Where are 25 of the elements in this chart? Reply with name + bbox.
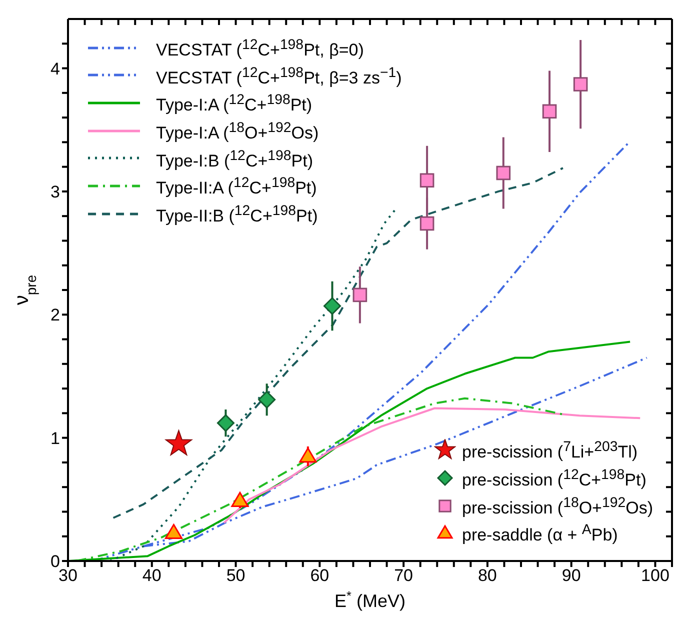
legend-label: Type-II:A ($^{12}$C+$^{198}$Pt)	[156, 174, 317, 200]
x-tick-label: 40	[142, 566, 162, 586]
x-tick-label: 30	[58, 566, 78, 586]
x-tick-label: 60	[310, 566, 330, 586]
legend-label: pre-scission ($^{18}$O+$^{192}$Os)	[462, 494, 653, 520]
x-tick-label: 50	[226, 566, 246, 586]
y-tick-label: 4	[50, 59, 60, 78]
x-axis-title: E$^{*}$ (MeV)	[334, 589, 406, 611]
x-tick-label: 100	[641, 566, 670, 586]
legend-label: pre-saddle (α + $^{A}$Pb)	[462, 521, 618, 547]
legend-label: Type-I:A ($^{18}$O+$^{192}$Os)	[156, 118, 319, 145]
legend-label: VECSTAT ($^{12}$C+$^{198}$Pt, β=0)	[156, 36, 364, 62]
y-tick-label: 0	[50, 552, 60, 572]
legend-label: Type-I:B ($^{12}$C+$^{198}$Pt)	[156, 146, 314, 172]
y-tick-label: 1	[50, 428, 60, 448]
legend-label: Type-II:B ($^{12}$C+$^{198}$Pt)	[156, 202, 318, 228]
y-tick-label: 2	[50, 306, 60, 325]
x-tick-label: 80	[478, 566, 497, 586]
legend-label: pre-scission ($^{7}$Li+$^{203}$Tl)	[462, 438, 638, 464]
legend-label: pre-scission ($^{12}$C+$^{198}$Pt)	[462, 466, 646, 492]
legend-label: Type-I:A ($^{12}$C+$^{198}$Pt)	[156, 91, 312, 117]
legend-label: VECSTAT ($^{12}$C+$^{198}$Pt, β=3 zs$^{−1}$)	[156, 64, 402, 90]
x-tick-label: 70	[394, 566, 414, 586]
y-tick-label: 3	[50, 182, 60, 202]
x-tick-label: 90	[562, 566, 581, 586]
